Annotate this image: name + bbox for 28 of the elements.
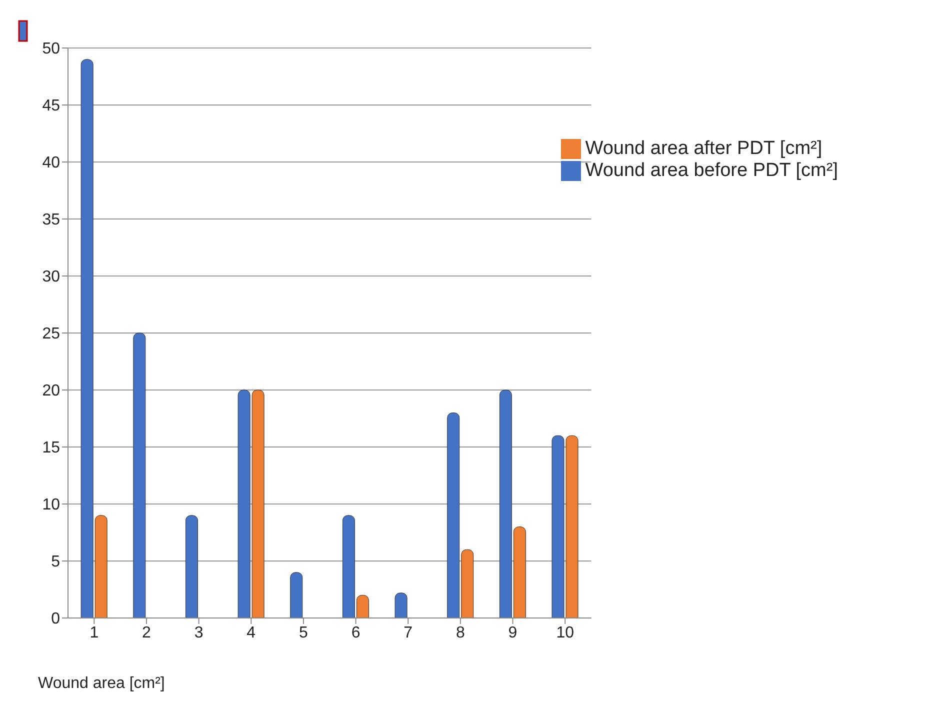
bar <box>290 572 303 618</box>
x-tick-label: 6 <box>351 624 360 642</box>
y-tick-label: 45 <box>42 98 60 115</box>
bar <box>185 515 198 618</box>
x-tick-label: 1 <box>90 624 99 642</box>
legend-label: Wound area before PDT [cm²] <box>585 160 838 181</box>
x-tick-label: 10 <box>556 624 574 642</box>
x-axis-title: Wound area [cm²] <box>38 675 165 692</box>
y-tick-label: 25 <box>42 326 60 343</box>
y-tick-label: 15 <box>42 440 60 457</box>
y-tick-label: 10 <box>42 496 60 514</box>
bar <box>133 332 146 618</box>
x-tick-label: 7 <box>404 624 413 642</box>
y-tick-label: 50 <box>42 40 60 58</box>
x-tick-label: 8 <box>456 624 465 642</box>
legend-label: Wound area after PDT [cm²] <box>585 138 822 159</box>
y-tick-label: 40 <box>42 154 60 172</box>
x-tick-label: 9 <box>508 624 518 642</box>
y-tick-label: 35 <box>42 212 60 229</box>
y-tick-label: 30 <box>42 268 60 286</box>
x-tick-label: 4 <box>246 624 256 642</box>
x-tick-label: 2 <box>142 624 152 642</box>
y-tick-label: 20 <box>42 382 60 400</box>
bar <box>394 592 408 618</box>
y-tick-label: 0 <box>51 610 60 628</box>
x-tick-label: 5 <box>299 624 308 642</box>
y-tick-label: 5 <box>51 554 60 571</box>
x-tick-label: 3 <box>194 624 204 642</box>
